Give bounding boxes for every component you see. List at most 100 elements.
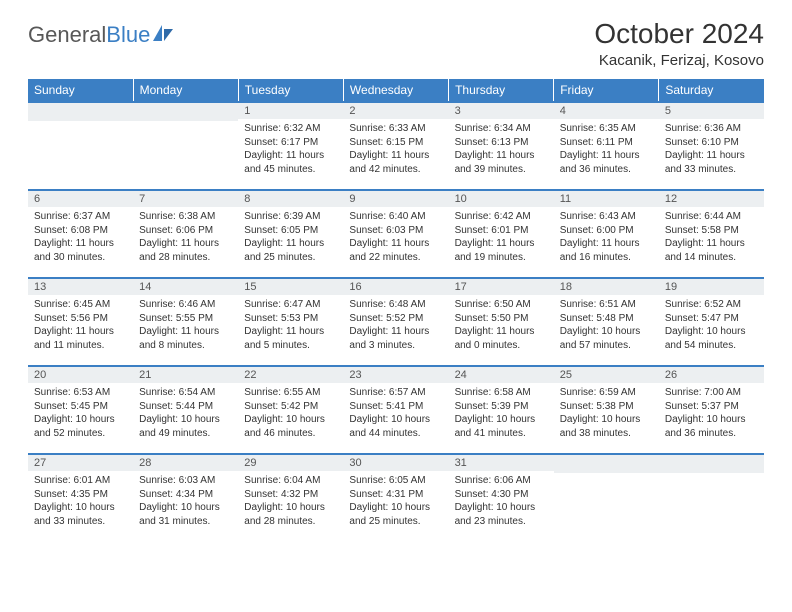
- dow-monday: Monday: [133, 79, 238, 101]
- day-number: 3: [449, 101, 554, 119]
- calendar-page: GeneralBlue October 2024 Kacanik, Feriza…: [0, 0, 792, 541]
- calendar-cell: 20Sunrise: 6:53 AMSunset: 5:45 PMDayligh…: [28, 365, 133, 453]
- calendar-table: Sunday Monday Tuesday Wednesday Thursday…: [28, 79, 764, 541]
- day-detail: Sunrise: 6:39 AMSunset: 6:05 PMDaylight:…: [238, 207, 343, 268]
- day-number: 7: [133, 189, 238, 207]
- day-number: 31: [449, 453, 554, 471]
- calendar-cell: 13Sunrise: 6:45 AMSunset: 5:56 PMDayligh…: [28, 277, 133, 365]
- day-detail: Sunrise: 6:59 AMSunset: 5:38 PMDaylight:…: [554, 383, 659, 444]
- day-detail: Sunrise: 6:54 AMSunset: 5:44 PMDaylight:…: [133, 383, 238, 444]
- calendar-cell: 1Sunrise: 6:32 AMSunset: 6:17 PMDaylight…: [238, 101, 343, 189]
- brand-logo: GeneralBlue: [28, 18, 174, 48]
- day-number: 9: [343, 189, 448, 207]
- calendar-cell: 7Sunrise: 6:38 AMSunset: 6:06 PMDaylight…: [133, 189, 238, 277]
- day-number: 24: [449, 365, 554, 383]
- day-number: 18: [554, 277, 659, 295]
- day-detail: Sunrise: 6:55 AMSunset: 5:42 PMDaylight:…: [238, 383, 343, 444]
- day-number: 6: [28, 189, 133, 207]
- day-number: 13: [28, 277, 133, 295]
- day-number: 8: [238, 189, 343, 207]
- calendar-cell: 31Sunrise: 6:06 AMSunset: 4:30 PMDayligh…: [449, 453, 554, 541]
- calendar-cell: 26Sunrise: 7:00 AMSunset: 5:37 PMDayligh…: [659, 365, 764, 453]
- day-number: 11: [554, 189, 659, 207]
- day-detail: Sunrise: 6:51 AMSunset: 5:48 PMDaylight:…: [554, 295, 659, 356]
- day-detail: Sunrise: 6:47 AMSunset: 5:53 PMDaylight:…: [238, 295, 343, 356]
- dow-friday: Friday: [554, 79, 659, 101]
- day-detail: Sunrise: 6:48 AMSunset: 5:52 PMDaylight:…: [343, 295, 448, 356]
- day-detail: Sunrise: 6:58 AMSunset: 5:39 PMDaylight:…: [449, 383, 554, 444]
- calendar-row: 1Sunrise: 6:32 AMSunset: 6:17 PMDaylight…: [28, 101, 764, 189]
- day-number: 30: [343, 453, 448, 471]
- day-number: 14: [133, 277, 238, 295]
- calendar-cell: 3Sunrise: 6:34 AMSunset: 6:13 PMDaylight…: [449, 101, 554, 189]
- day-number: [28, 101, 133, 121]
- dow-thursday: Thursday: [449, 79, 554, 101]
- day-detail: Sunrise: 6:32 AMSunset: 6:17 PMDaylight:…: [238, 119, 343, 180]
- header: GeneralBlue October 2024 Kacanik, Feriza…: [28, 18, 764, 69]
- day-detail: [659, 473, 764, 536]
- calendar-cell: 17Sunrise: 6:50 AMSunset: 5:50 PMDayligh…: [449, 277, 554, 365]
- day-detail: Sunrise: 6:40 AMSunset: 6:03 PMDaylight:…: [343, 207, 448, 268]
- title-block: October 2024 Kacanik, Ferizaj, Kosovo: [594, 18, 764, 69]
- calendar-row: 13Sunrise: 6:45 AMSunset: 5:56 PMDayligh…: [28, 277, 764, 365]
- day-detail: Sunrise: 6:05 AMSunset: 4:31 PMDaylight:…: [343, 471, 448, 532]
- calendar-cell: 12Sunrise: 6:44 AMSunset: 5:58 PMDayligh…: [659, 189, 764, 277]
- day-number: 16: [343, 277, 448, 295]
- calendar-cell: 18Sunrise: 6:51 AMSunset: 5:48 PMDayligh…: [554, 277, 659, 365]
- day-number: 27: [28, 453, 133, 471]
- day-detail: Sunrise: 6:46 AMSunset: 5:55 PMDaylight:…: [133, 295, 238, 356]
- calendar-row: 6Sunrise: 6:37 AMSunset: 6:08 PMDaylight…: [28, 189, 764, 277]
- day-detail: Sunrise: 6:36 AMSunset: 6:10 PMDaylight:…: [659, 119, 764, 180]
- day-number: 10: [449, 189, 554, 207]
- calendar-cell: [659, 453, 764, 541]
- day-number: 5: [659, 101, 764, 119]
- calendar-cell: 15Sunrise: 6:47 AMSunset: 5:53 PMDayligh…: [238, 277, 343, 365]
- day-detail: Sunrise: 6:42 AMSunset: 6:01 PMDaylight:…: [449, 207, 554, 268]
- sail-icon: [150, 22, 174, 48]
- day-number: 29: [238, 453, 343, 471]
- calendar-row: 20Sunrise: 6:53 AMSunset: 5:45 PMDayligh…: [28, 365, 764, 453]
- day-number: 12: [659, 189, 764, 207]
- page-title: October 2024: [594, 18, 764, 50]
- calendar-cell: 4Sunrise: 6:35 AMSunset: 6:11 PMDaylight…: [554, 101, 659, 189]
- day-detail: Sunrise: 6:45 AMSunset: 5:56 PMDaylight:…: [28, 295, 133, 356]
- day-detail: Sunrise: 6:34 AMSunset: 6:13 PMDaylight:…: [449, 119, 554, 180]
- day-number: 23: [343, 365, 448, 383]
- calendar-row: 27Sunrise: 6:01 AMSunset: 4:35 PMDayligh…: [28, 453, 764, 541]
- calendar-cell: 22Sunrise: 6:55 AMSunset: 5:42 PMDayligh…: [238, 365, 343, 453]
- brand-name-2: Blue: [106, 22, 150, 48]
- day-number: 17: [449, 277, 554, 295]
- calendar-cell: 30Sunrise: 6:05 AMSunset: 4:31 PMDayligh…: [343, 453, 448, 541]
- day-number: 21: [133, 365, 238, 383]
- day-detail: Sunrise: 7:00 AMSunset: 5:37 PMDaylight:…: [659, 383, 764, 444]
- day-number: 2: [343, 101, 448, 119]
- calendar-cell: 24Sunrise: 6:58 AMSunset: 5:39 PMDayligh…: [449, 365, 554, 453]
- day-detail: Sunrise: 6:03 AMSunset: 4:34 PMDaylight:…: [133, 471, 238, 532]
- day-number: 15: [238, 277, 343, 295]
- calendar-cell: 29Sunrise: 6:04 AMSunset: 4:32 PMDayligh…: [238, 453, 343, 541]
- day-detail: Sunrise: 6:33 AMSunset: 6:15 PMDaylight:…: [343, 119, 448, 180]
- day-number: [659, 453, 764, 473]
- dow-saturday: Saturday: [659, 79, 764, 101]
- calendar-cell: 2Sunrise: 6:33 AMSunset: 6:15 PMDaylight…: [343, 101, 448, 189]
- day-detail: Sunrise: 6:37 AMSunset: 6:08 PMDaylight:…: [28, 207, 133, 268]
- calendar-cell: 16Sunrise: 6:48 AMSunset: 5:52 PMDayligh…: [343, 277, 448, 365]
- dow-header-row: Sunday Monday Tuesday Wednesday Thursday…: [28, 79, 764, 101]
- calendar-cell: [554, 453, 659, 541]
- dow-wednesday: Wednesday: [343, 79, 448, 101]
- day-detail: Sunrise: 6:53 AMSunset: 5:45 PMDaylight:…: [28, 383, 133, 444]
- day-detail: Sunrise: 6:50 AMSunset: 5:50 PMDaylight:…: [449, 295, 554, 356]
- calendar-cell: [28, 101, 133, 189]
- calendar-cell: 14Sunrise: 6:46 AMSunset: 5:55 PMDayligh…: [133, 277, 238, 365]
- day-number: 19: [659, 277, 764, 295]
- day-number: 20: [28, 365, 133, 383]
- day-detail: Sunrise: 6:43 AMSunset: 6:00 PMDaylight:…: [554, 207, 659, 268]
- day-detail: Sunrise: 6:44 AMSunset: 5:58 PMDaylight:…: [659, 207, 764, 268]
- day-number: [554, 453, 659, 473]
- day-detail: Sunrise: 6:57 AMSunset: 5:41 PMDaylight:…: [343, 383, 448, 444]
- calendar-cell: 10Sunrise: 6:42 AMSunset: 6:01 PMDayligh…: [449, 189, 554, 277]
- calendar-cell: 23Sunrise: 6:57 AMSunset: 5:41 PMDayligh…: [343, 365, 448, 453]
- calendar-cell: 19Sunrise: 6:52 AMSunset: 5:47 PMDayligh…: [659, 277, 764, 365]
- day-detail: Sunrise: 6:01 AMSunset: 4:35 PMDaylight:…: [28, 471, 133, 532]
- day-detail: Sunrise: 6:38 AMSunset: 6:06 PMDaylight:…: [133, 207, 238, 268]
